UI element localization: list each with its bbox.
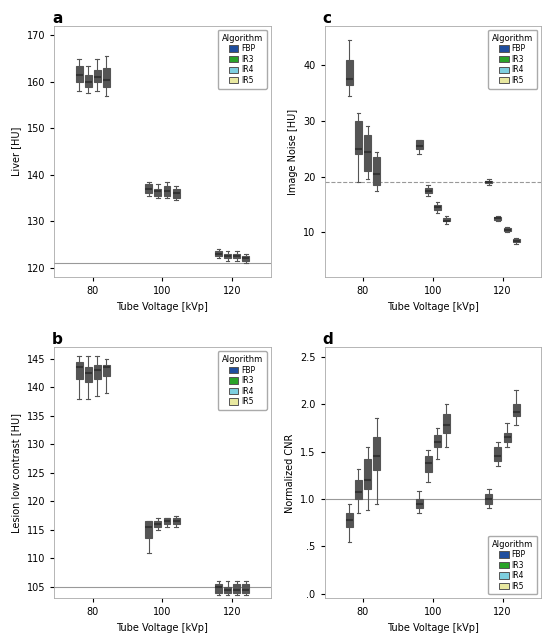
PathPatch shape — [84, 75, 92, 86]
PathPatch shape — [163, 518, 171, 524]
PathPatch shape — [513, 239, 519, 242]
PathPatch shape — [155, 189, 161, 196]
X-axis label: Tube Voltage [kVp]: Tube Voltage [kVp] — [387, 623, 479, 633]
PathPatch shape — [145, 522, 152, 538]
PathPatch shape — [233, 584, 240, 592]
PathPatch shape — [242, 584, 250, 592]
PathPatch shape — [485, 181, 492, 184]
PathPatch shape — [355, 480, 362, 499]
PathPatch shape — [103, 68, 110, 86]
Text: a: a — [52, 11, 62, 26]
Legend: FBP, IR3, IR4, IR5: FBP, IR3, IR4, IR5 — [218, 30, 267, 89]
PathPatch shape — [424, 188, 432, 193]
Y-axis label: Liver [HU]: Liver [HU] — [11, 127, 21, 176]
PathPatch shape — [503, 228, 511, 231]
PathPatch shape — [163, 186, 171, 196]
PathPatch shape — [513, 404, 519, 415]
PathPatch shape — [215, 584, 222, 592]
PathPatch shape — [233, 254, 240, 258]
X-axis label: Tube Voltage [kVp]: Tube Voltage [kVp] — [116, 301, 209, 312]
PathPatch shape — [346, 59, 353, 84]
PathPatch shape — [76, 362, 83, 379]
PathPatch shape — [485, 494, 492, 504]
PathPatch shape — [94, 365, 100, 379]
PathPatch shape — [94, 70, 100, 82]
PathPatch shape — [373, 437, 380, 471]
Text: d: d — [322, 332, 333, 347]
PathPatch shape — [495, 447, 501, 461]
X-axis label: Tube Voltage [kVp]: Tube Voltage [kVp] — [116, 623, 209, 633]
Text: b: b — [52, 332, 63, 347]
PathPatch shape — [145, 184, 152, 193]
Legend: FBP, IR3, IR4, IR5: FBP, IR3, IR4, IR5 — [488, 30, 537, 89]
PathPatch shape — [76, 66, 83, 82]
PathPatch shape — [364, 459, 371, 489]
Y-axis label: Lesion low contrast [HU]: Lesion low contrast [HU] — [11, 413, 21, 533]
PathPatch shape — [364, 135, 371, 171]
PathPatch shape — [215, 251, 222, 256]
PathPatch shape — [443, 218, 450, 222]
Y-axis label: Normalized CNR: Normalized CNR — [284, 433, 295, 513]
PathPatch shape — [434, 205, 440, 210]
PathPatch shape — [416, 499, 423, 508]
Y-axis label: Image Noise [HU]: Image Noise [HU] — [288, 108, 298, 194]
PathPatch shape — [173, 189, 179, 198]
PathPatch shape — [373, 157, 380, 185]
PathPatch shape — [155, 522, 161, 527]
PathPatch shape — [355, 121, 362, 155]
Text: c: c — [322, 11, 331, 26]
PathPatch shape — [224, 587, 231, 592]
PathPatch shape — [443, 413, 450, 433]
PathPatch shape — [416, 140, 423, 149]
PathPatch shape — [173, 518, 179, 524]
PathPatch shape — [224, 254, 231, 258]
PathPatch shape — [434, 435, 440, 447]
PathPatch shape — [346, 513, 353, 527]
Legend: FBP, IR3, IR4, IR5: FBP, IR3, IR4, IR5 — [218, 351, 267, 410]
X-axis label: Tube Voltage [kVp]: Tube Voltage [kVp] — [387, 301, 479, 312]
PathPatch shape — [503, 433, 511, 442]
Legend: FBP, IR3, IR4, IR5: FBP, IR3, IR4, IR5 — [488, 536, 537, 594]
PathPatch shape — [84, 367, 92, 382]
PathPatch shape — [495, 217, 501, 220]
PathPatch shape — [103, 365, 110, 376]
PathPatch shape — [424, 457, 432, 473]
PathPatch shape — [242, 256, 250, 261]
